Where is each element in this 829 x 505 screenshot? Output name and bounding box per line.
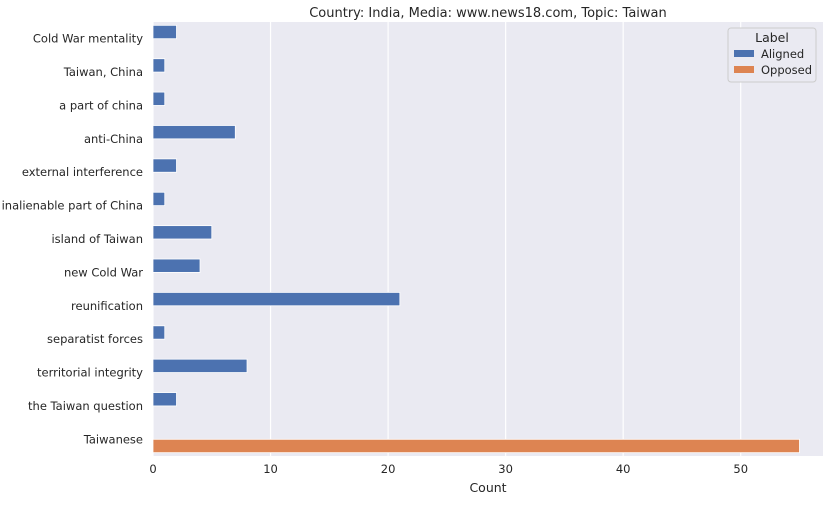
bar-aligned: [152, 91, 166, 106]
x-tick-label: 0: [149, 462, 156, 476]
x-axis-label: Count: [469, 480, 506, 495]
legend-swatch-opposed: [734, 66, 754, 73]
y-tick-label: territorial integrity: [37, 366, 143, 380]
x-tick-label: 30: [498, 462, 513, 476]
legend: Label Aligned Opposed: [727, 27, 817, 83]
y-tick-labels: Cold War mentality Taiwan, China a part of…: [2, 32, 144, 447]
y-tick-label: reunification: [71, 299, 143, 313]
plot-area: [153, 22, 823, 456]
bar-aligned: [152, 292, 401, 307]
bar-opposed: [152, 438, 800, 454]
x-tick-label: 50: [733, 462, 748, 476]
bar-aligned: [152, 258, 201, 273]
y-tick-label: Taiwanese: [83, 432, 143, 446]
bar-aligned: [152, 125, 236, 140]
legend-title: Label: [755, 30, 789, 45]
bar-aligned: [152, 158, 177, 173]
bar-aligned: [152, 225, 213, 240]
bar-aligned: [152, 392, 177, 407]
chart-title: Country: India, Media: www.news18.com, T…: [309, 6, 667, 21]
y-tick-label: the Taiwan question: [28, 399, 143, 413]
y-tick-label: Cold War mentality: [33, 32, 143, 46]
y-tick-label: external interference: [22, 165, 143, 179]
y-tick-label: inalienable part of China: [2, 199, 143, 213]
legend-label-aligned: Aligned: [761, 47, 804, 61]
bars: [152, 24, 800, 454]
y-tick-label: anti-China: [84, 132, 143, 146]
bar-aligned: [152, 325, 166, 340]
x-tick-label: 10: [263, 462, 278, 476]
bar-aligned: [152, 191, 166, 207]
x-tick-label: 40: [616, 462, 631, 476]
y-tick-label: island of Taiwan: [51, 232, 143, 246]
bar-aligned: [152, 58, 166, 73]
legend-swatch-aligned: [734, 50, 754, 57]
gridlines: [152, 22, 742, 456]
y-tick-label: Taiwan, China: [63, 65, 143, 79]
x-tick-labels: 0 10 20 30 40 50: [149, 462, 748, 476]
bar-aligned: [152, 24, 177, 40]
bar-aligned: [152, 358, 248, 373]
y-tick-label: separatist forces: [47, 332, 143, 346]
y-tick-label: new Cold War: [64, 265, 143, 279]
legend-items: Aligned Opposed: [734, 47, 812, 77]
y-tick-label: a part of china: [59, 98, 143, 112]
legend-label-opposed: Opposed: [761, 63, 812, 77]
x-tick-label: 20: [381, 462, 396, 476]
